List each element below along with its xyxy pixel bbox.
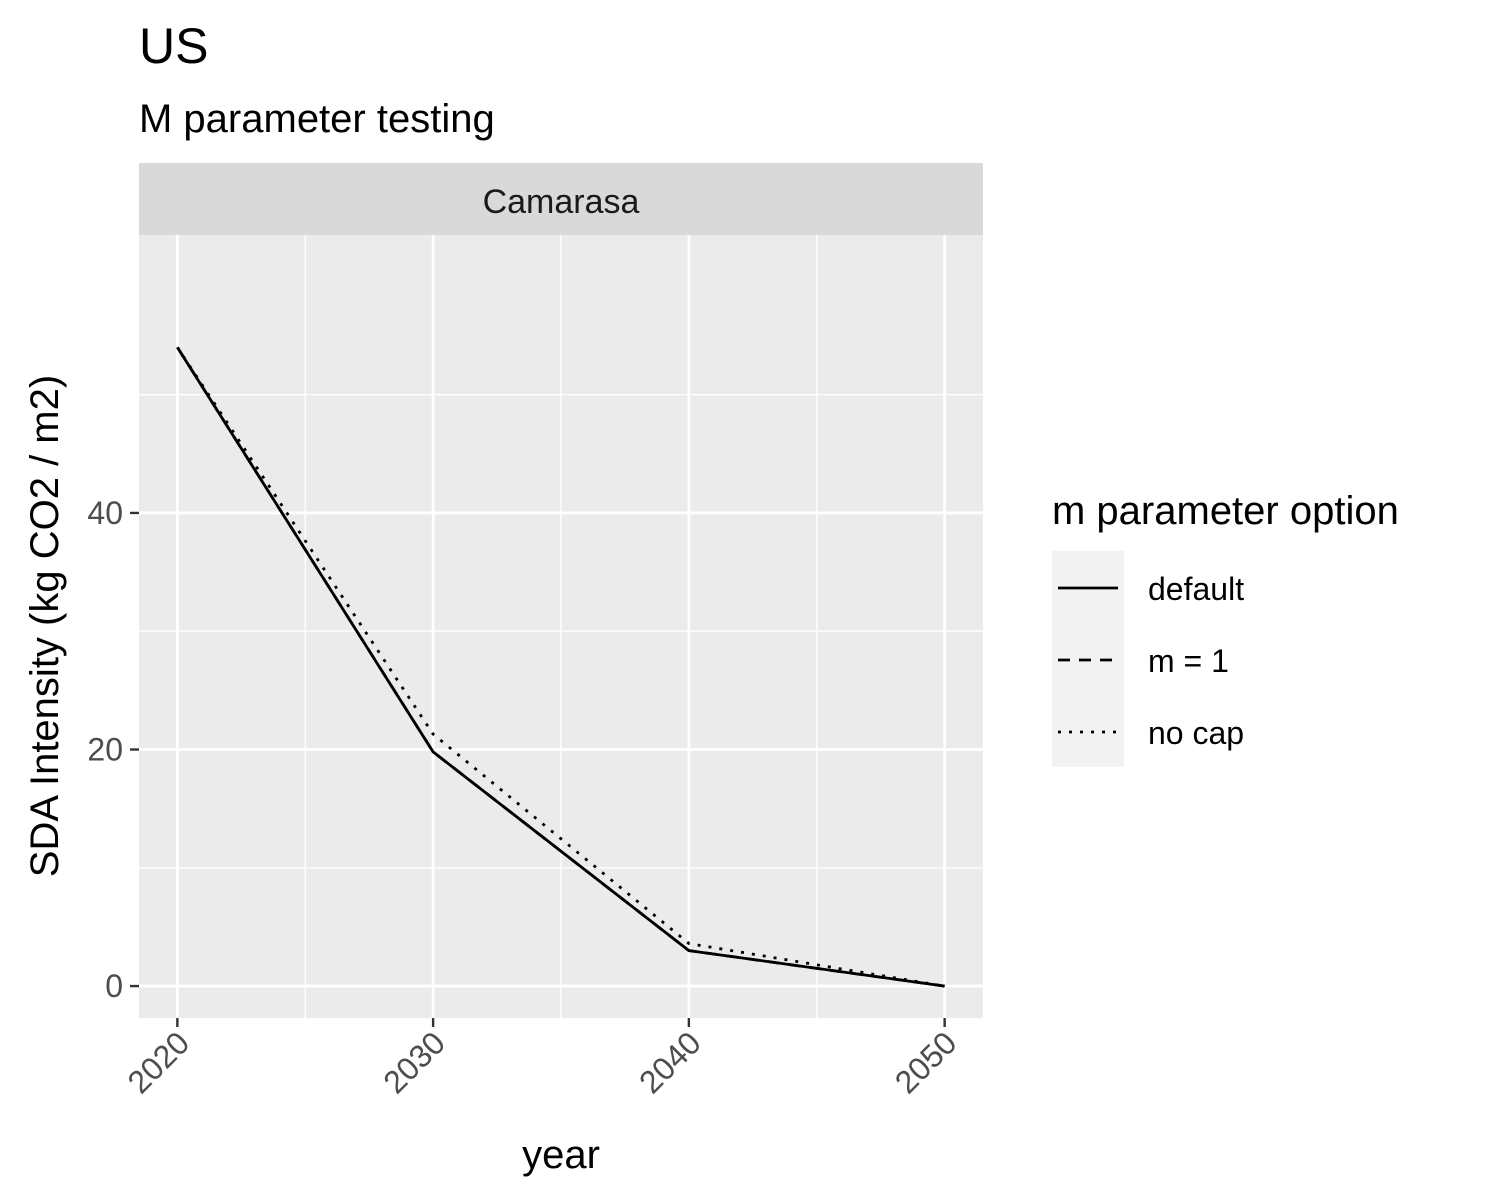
legend-label-2: m = 1 [1148,643,1229,679]
y-tick-label: 0 [105,968,123,1004]
facet-strip [139,163,983,235]
minor-gridlines [139,235,983,1018]
chart-subtitle: M parameter testing [139,97,495,141]
y-tick-label: 40 [87,495,123,531]
x-tick-label: 2020 [121,1024,197,1100]
chart-title: US [139,18,208,74]
x-tick-label: 2050 [888,1024,964,1100]
x-axis-title: year [522,1133,600,1177]
y-axis-title: SDA Intensity (kg CO2 / m2) [23,375,67,877]
series-line-3 [176,346,945,988]
legend-label-3: no cap [1148,715,1244,751]
series-line-2 [176,346,945,988]
y-tick-label: 20 [87,732,123,768]
series-lines [176,346,945,988]
x-tick-label: 2040 [632,1024,708,1100]
legend-label-1: default [1148,571,1244,607]
x-axis: 2020 2030 2040 2050 [121,1018,964,1100]
facet-strip-label: Camarasa [483,183,640,221]
legend-title: m parameter option [1052,489,1399,533]
x-tick-label: 2030 [376,1024,452,1100]
major-gridlines [139,235,983,1018]
y-axis: 0 20 40 [87,495,139,1004]
legend: m parameter option default m = 1 no cap [1052,489,1399,767]
